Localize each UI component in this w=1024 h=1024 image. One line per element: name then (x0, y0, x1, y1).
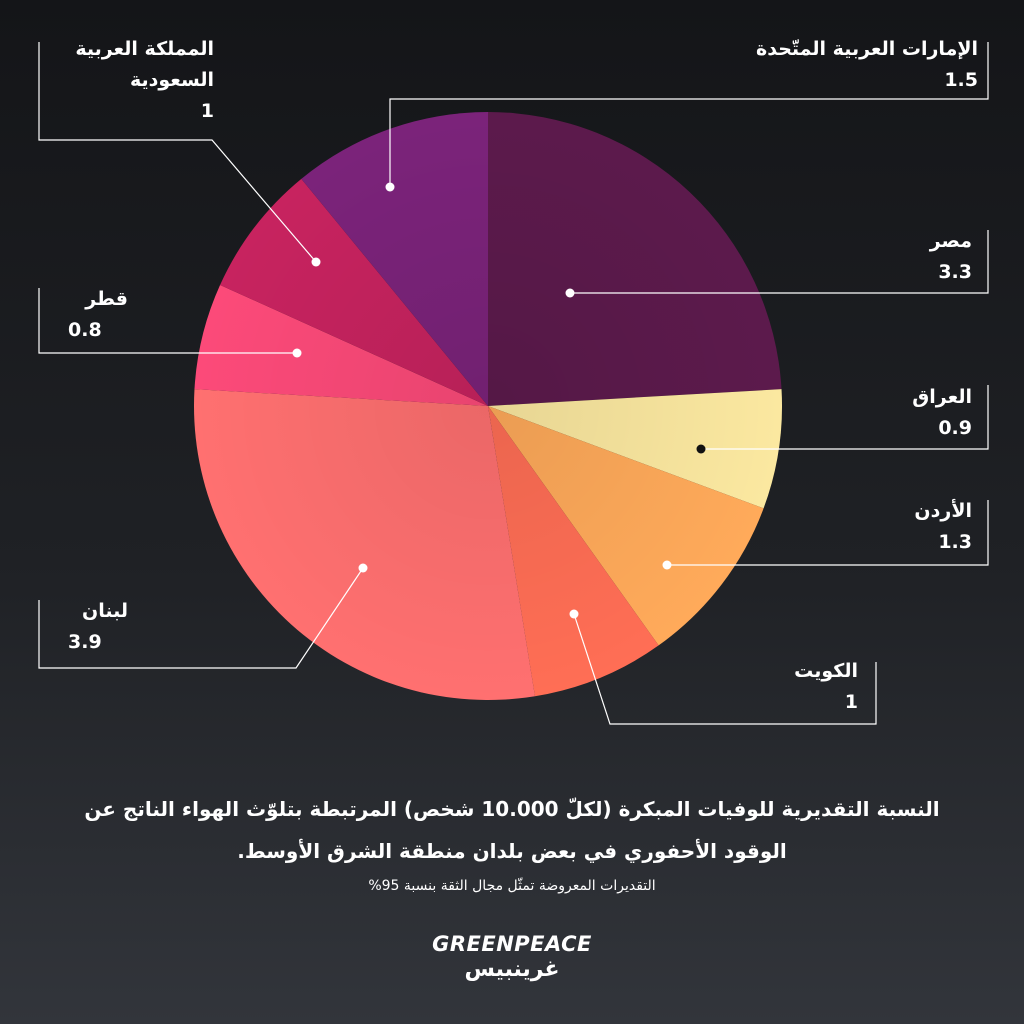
leader-line-kuwait (573, 613, 877, 725)
leader-lines (38, 42, 989, 725)
label-lebanon: لبنان 3.9 (68, 596, 128, 658)
leader-dot-uae (385, 182, 395, 192)
label-egypt-value: 3.3 (938, 261, 972, 283)
pie-slices (193, 112, 783, 700)
caption-note: التقديرات المعروضة تمثّل مجال الثقة بنسب… (368, 878, 656, 894)
label-saudi-name-line1: المملكة العربية (75, 38, 214, 60)
label-lebanon-value: 3.9 (68, 631, 102, 653)
leader-dot-lebanon (358, 563, 368, 573)
label-iraq-name: العراق (912, 386, 972, 408)
leader-line-saudi (38, 42, 317, 263)
leader-dot-saudi (311, 257, 321, 267)
label-uae: الإمارات العربية المتّحدة 1.5 (756, 34, 978, 96)
label-saudi-value: 1 (200, 100, 214, 122)
leader-dot-jordan (662, 560, 672, 570)
leader-line-jordan (667, 500, 989, 566)
label-saudi-name-line2: السعودية (129, 69, 214, 91)
label-uae-value: 1.5 (944, 69, 978, 91)
label-qatar-value: 0.8 (68, 319, 102, 341)
leader-line-qatar (38, 288, 297, 354)
label-jordan-value: 1.3 (938, 531, 972, 553)
caption-line-1: النسبة التقديرية للوفيات المبكرة (لكلّ 1… (84, 797, 940, 821)
leader-line-lebanon (38, 567, 364, 669)
leader-dots (292, 182, 706, 619)
leader-line-iraq (701, 385, 989, 450)
label-qatar: قطر 0.8 (68, 284, 128, 346)
pie-slice-0 (488, 112, 782, 406)
caption-line-2: الوقود الأحفوري في بعض بلدان منطقة الشرق… (237, 839, 787, 863)
greenpeace-logo: GREENPEACE غرينبيس (412, 932, 612, 984)
label-iraq-value: 0.9 (938, 417, 972, 439)
leader-dot-qatar (292, 348, 302, 358)
label-iraq: العراق 0.9 (912, 382, 972, 444)
leader-line-uae (389, 42, 989, 187)
label-kuwait: الكويت 1 (794, 656, 858, 718)
leader-dot-egypt (565, 288, 575, 298)
logo-arabic: غرينبيس (464, 957, 560, 982)
label-egypt-name: مصر (929, 230, 972, 252)
leader-dot-iraq (696, 444, 706, 454)
label-saudi: المملكة العربية السعودية 1 (60, 34, 214, 127)
label-kuwait-name: الكويت (794, 660, 858, 682)
leader-line-egypt (570, 230, 989, 294)
pie-slice-4 (193, 389, 535, 700)
label-egypt: مصر 3.3 (930, 226, 972, 288)
logo-english: GREENPEACE (432, 932, 592, 956)
label-qatar-name: قطر (85, 288, 128, 310)
chart-caption: النسبة التقديرية للوفيات المبكرة (لكلّ 1… (70, 788, 954, 894)
label-uae-name: الإمارات العربية المتّحدة (756, 38, 978, 60)
leader-dot-kuwait (569, 609, 579, 619)
label-jordan-name: الأردن (914, 500, 972, 522)
label-lebanon-name: لبنان (82, 600, 128, 622)
label-kuwait-value: 1 (844, 691, 858, 713)
label-jordan: الأردن 1.3 (914, 496, 972, 558)
